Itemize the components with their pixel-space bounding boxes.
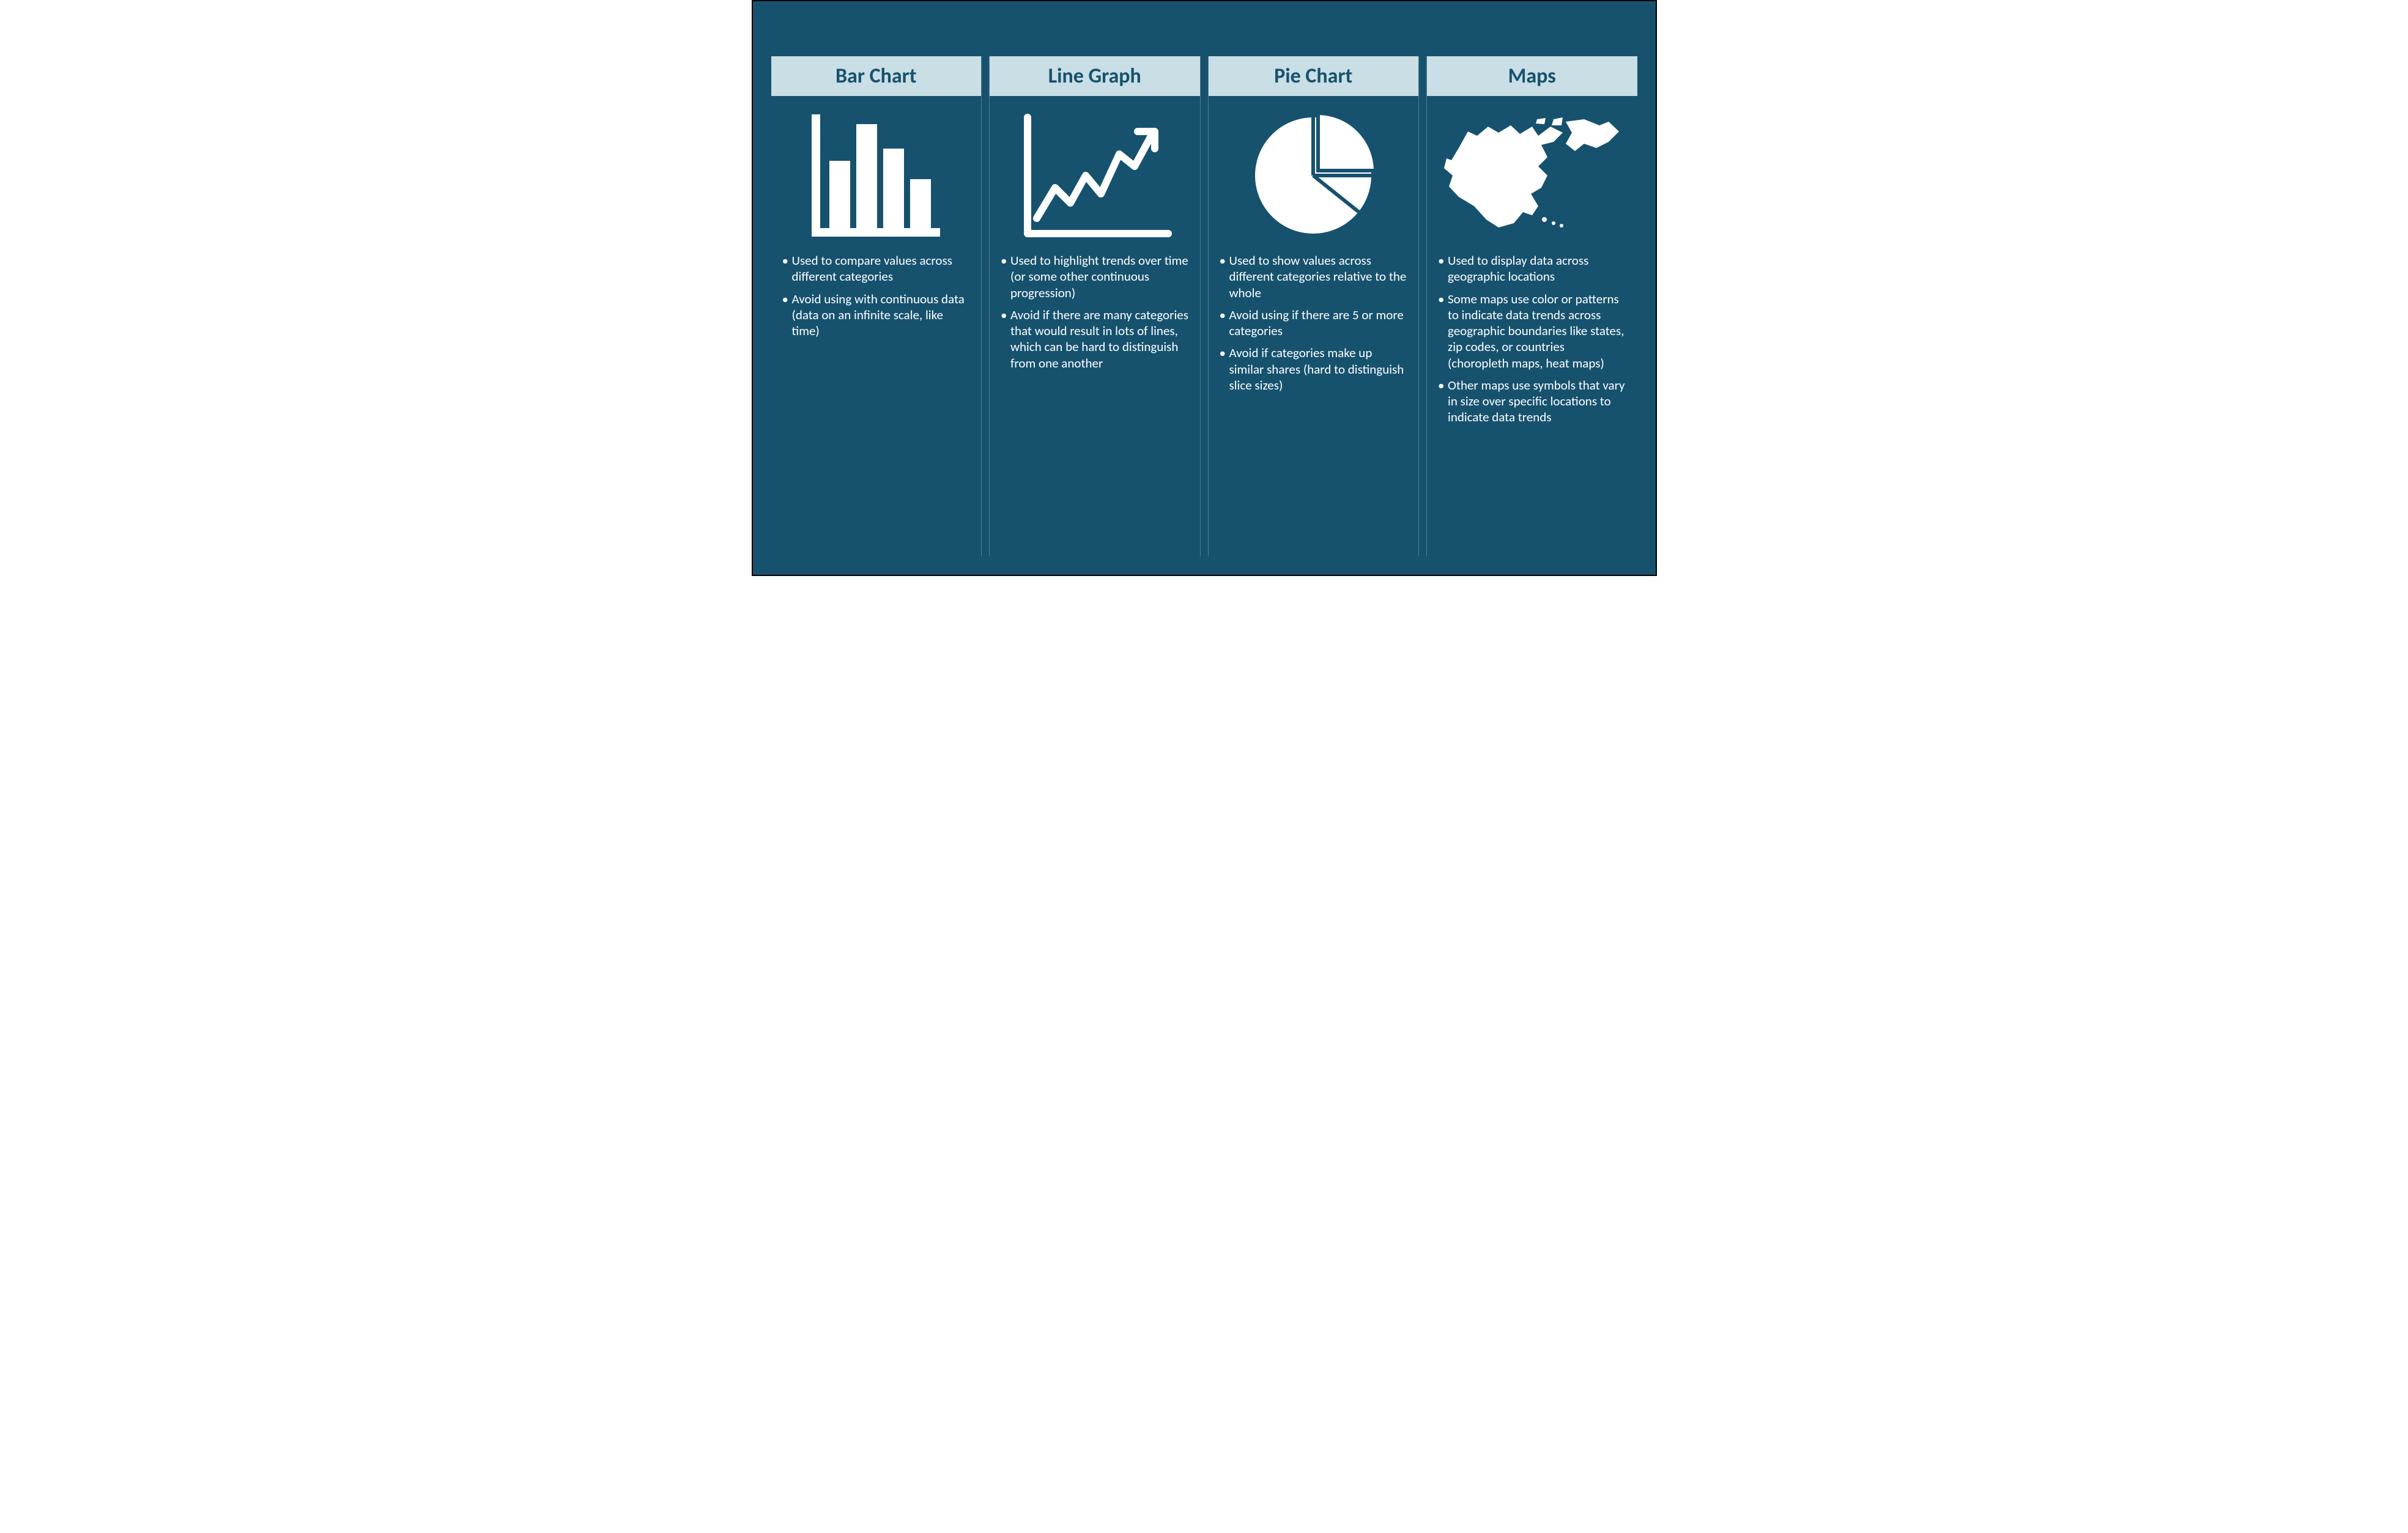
bullet: Avoid if categories make up similar shar… [1220,345,1408,393]
bullet: Avoid if there are many categories that … [1001,307,1189,371]
panel-title: Maps [1427,56,1637,96]
bullet: Used to display data across geographic l… [1438,253,1626,285]
panel-title: Bar Chart [771,56,982,96]
bullet: Avoid using with continuous data (data o… [782,291,971,339]
panel-pie-chart: Pie Chart Used to show values across dif… [1208,56,1420,556]
panel-body: Used to display data across geographic l… [1427,249,1637,439]
panel-body: Used to compare values across different … [771,249,982,352]
bullet: Other maps use symbols that vary in size… [1438,377,1626,426]
bullet: Used to compare values across different … [782,253,971,285]
panel-body: Used to highlight trends over time (or s… [990,249,1200,385]
panel-bar-chart: Bar Chart Used to compare values across … [771,56,982,556]
bullet: Used to show values across different cat… [1220,253,1408,301]
panel-title: Pie Chart [1209,56,1419,96]
panel-body: Used to show values across different cat… [1209,249,1419,407]
bullet: Avoid using if there are 5 or more categ… [1220,307,1408,339]
pie-chart-icon [1209,96,1419,249]
infographic-frame: Bar Chart Used to compare values across … [752,0,1657,576]
panel-title: Line Graph [990,56,1200,96]
line-graph-icon [990,96,1200,249]
bar-chart-icon [771,96,982,249]
bullet: Some maps use color or patterns to indic… [1438,291,1626,371]
panel-line-graph: Line Graph Used to highlight trends over… [989,56,1201,556]
map-icon [1427,96,1637,249]
panel-maps: Maps Used to display data ac [1426,56,1637,556]
bullet: Used to highlight trends over time (or s… [1001,253,1189,301]
